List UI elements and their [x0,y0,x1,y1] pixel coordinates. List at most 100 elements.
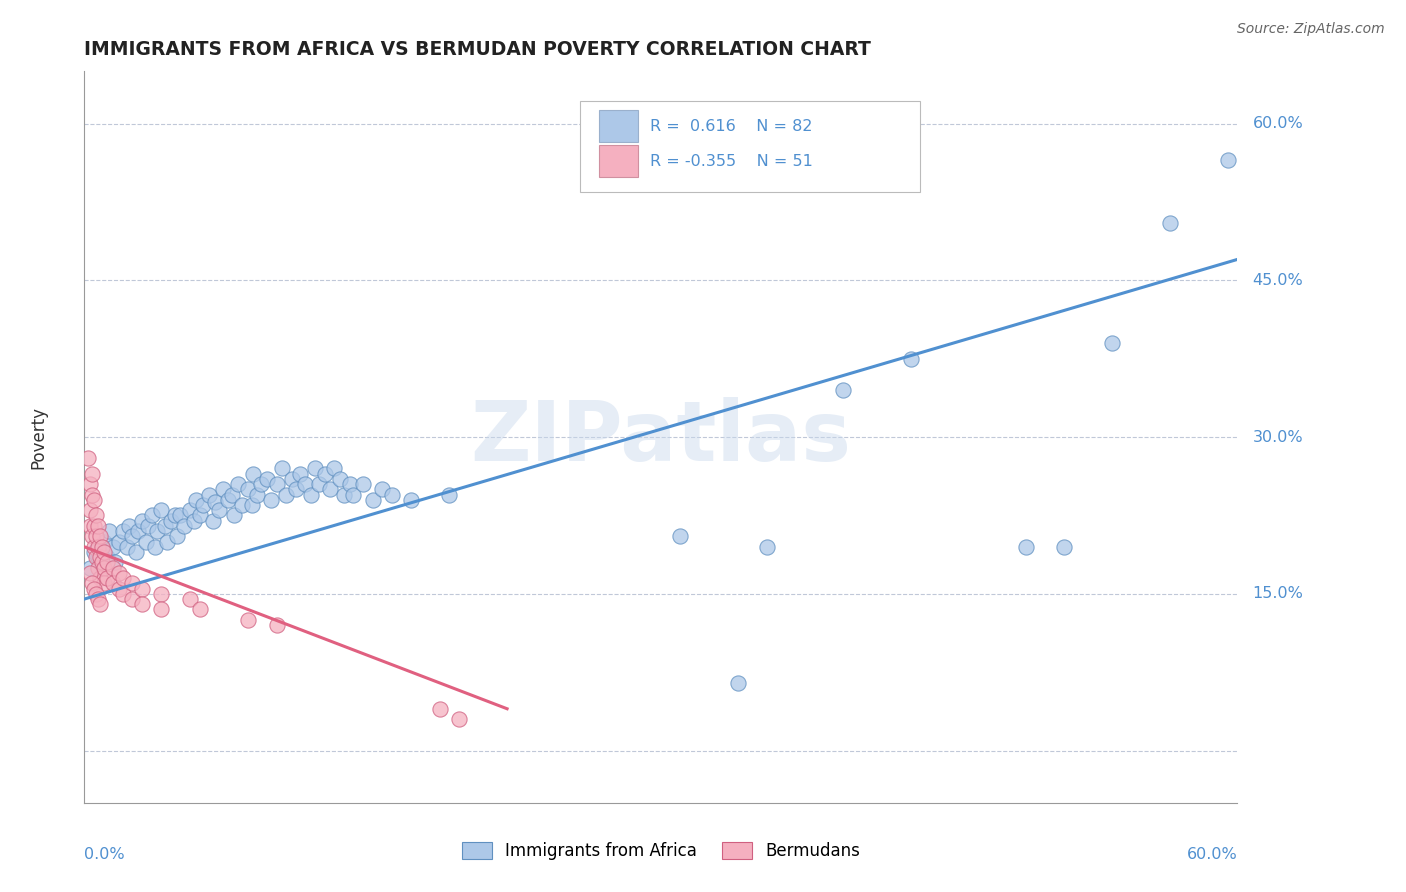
Point [83,519,105,533]
Point [83,582,105,596]
Point [87,592,110,607]
Text: 45.0%: 45.0% [1253,273,1303,288]
Point [150,587,173,601]
Point [271,461,294,475]
Point [276,487,298,501]
Point [87,560,110,574]
Point [127,524,149,538]
Text: R =  0.616    N = 82: R = 0.616 N = 82 [651,119,813,134]
Point [299,487,322,501]
Point [319,483,342,497]
Point [246,487,269,501]
Point [361,492,384,507]
Point [79,519,101,533]
Text: IMMIGRANTS FROM AFRICA VS BERMUDAN POVERTY CORRELATION CHART: IMMIGRANTS FROM AFRICA VS BERMUDAN POVER… [84,39,872,59]
Point [111,571,134,585]
Point [304,461,326,475]
Text: 30.0%: 30.0% [1253,430,1303,444]
Point [188,508,211,523]
Point [266,477,288,491]
Point [115,540,138,554]
Point [266,618,288,632]
Point [84,550,107,565]
Point [339,477,361,491]
Point [221,487,243,501]
Point [204,495,226,509]
Point [342,487,364,501]
Point [224,508,246,523]
Point [150,503,173,517]
Text: R = -0.355    N = 51: R = -0.355 N = 51 [651,153,813,169]
Point [146,524,169,538]
Point [83,545,105,559]
Point [314,467,336,481]
Point [89,571,111,585]
Point [77,450,100,465]
Point [80,467,103,481]
Point [429,702,451,716]
Point [96,571,118,585]
Point [236,613,259,627]
Point [184,492,207,507]
Point [96,556,118,570]
FancyBboxPatch shape [599,110,638,143]
FancyBboxPatch shape [599,145,638,178]
Point [135,534,157,549]
Point [208,503,231,517]
Point [439,487,461,501]
Point [308,477,330,491]
Point [80,576,103,591]
Point [1015,540,1038,554]
Text: 15.0%: 15.0% [1253,586,1303,601]
Point [108,582,131,596]
Point [93,576,115,591]
Point [727,675,749,690]
Point [294,477,316,491]
Point [89,550,111,565]
Text: 60.0%: 60.0% [1187,847,1237,862]
Point [333,487,356,501]
Text: 0.0%: 0.0% [84,847,125,862]
FancyBboxPatch shape [581,101,921,192]
Point [96,550,118,565]
Point [218,492,240,507]
Point [211,483,233,497]
Point [80,529,103,543]
Point [399,492,422,507]
Point [117,519,139,533]
Point [108,534,131,549]
Legend: Immigrants from Africa, Bermudans: Immigrants from Africa, Bermudans [461,842,860,860]
Point [84,587,107,601]
Point [179,592,201,607]
Point [169,508,191,523]
Point [89,529,111,543]
Point [87,540,110,554]
Point [288,467,311,481]
Point [832,383,855,397]
Point [1053,540,1076,554]
Point [231,498,253,512]
Point [90,556,112,570]
Point [242,467,264,481]
Point [83,492,105,507]
Point [166,529,188,543]
Text: Poverty: Poverty [30,406,48,468]
Point [198,487,221,501]
Point [156,534,179,549]
Point [236,483,259,497]
Point [381,487,404,501]
Point [1101,336,1123,351]
Point [281,472,304,486]
Point [108,566,131,580]
Point [150,602,173,616]
Point [93,534,115,549]
Text: 60.0%: 60.0% [1253,116,1303,131]
Point [250,477,273,491]
Point [260,492,283,507]
Point [183,514,205,528]
Point [153,519,176,533]
Point [79,503,101,517]
Point [145,540,167,554]
Point [900,351,922,366]
Point [449,712,471,726]
